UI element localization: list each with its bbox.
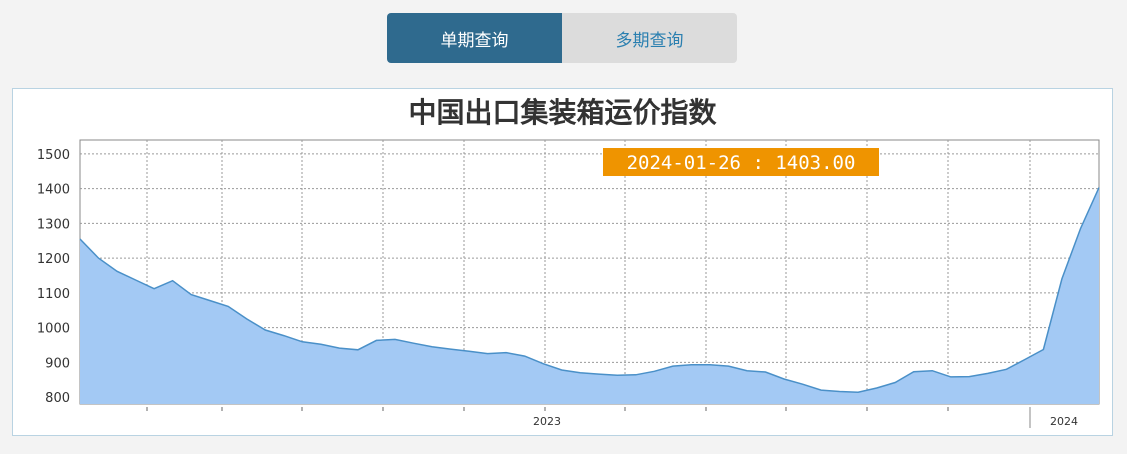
tooltip-text: 2024-01-26 : 1403.00 xyxy=(627,152,856,174)
chart-title: 中国出口集装箱运价指数 xyxy=(408,96,717,129)
tab-multi-period[interactable]: 多期查询 xyxy=(562,13,737,63)
y-tick-label: 1100 xyxy=(37,287,70,302)
y-tick-label: 1000 xyxy=(37,322,70,337)
y-tick-label: 1300 xyxy=(37,217,70,232)
y-tick-label: 900 xyxy=(45,356,70,371)
x-tick-label-2024: 2024 xyxy=(1050,415,1078,428)
y-tick-label: 800 xyxy=(45,391,70,406)
query-tabs: 单期查询 多期查询 xyxy=(387,13,737,63)
tab-single-period[interactable]: 单期查询 xyxy=(387,13,562,63)
y-tick-label: 1400 xyxy=(37,183,70,198)
tooltip-box xyxy=(603,148,879,176)
y-tick-label: 1500 xyxy=(37,148,70,163)
series-line xyxy=(79,187,1100,393)
chart-panel: 中国出口集装箱运价指数 800 900 1000 1100 1200 1300 1400 15… xyxy=(12,88,1113,436)
index-chart: 800 900 1000 1100 1200 1300 1400 1500 2023 2024 20… xyxy=(37,139,1100,428)
y-tick-label: 1200 xyxy=(37,252,70,267)
x-tick-label-2023: 2023 xyxy=(533,415,561,428)
series-area xyxy=(80,187,1099,404)
